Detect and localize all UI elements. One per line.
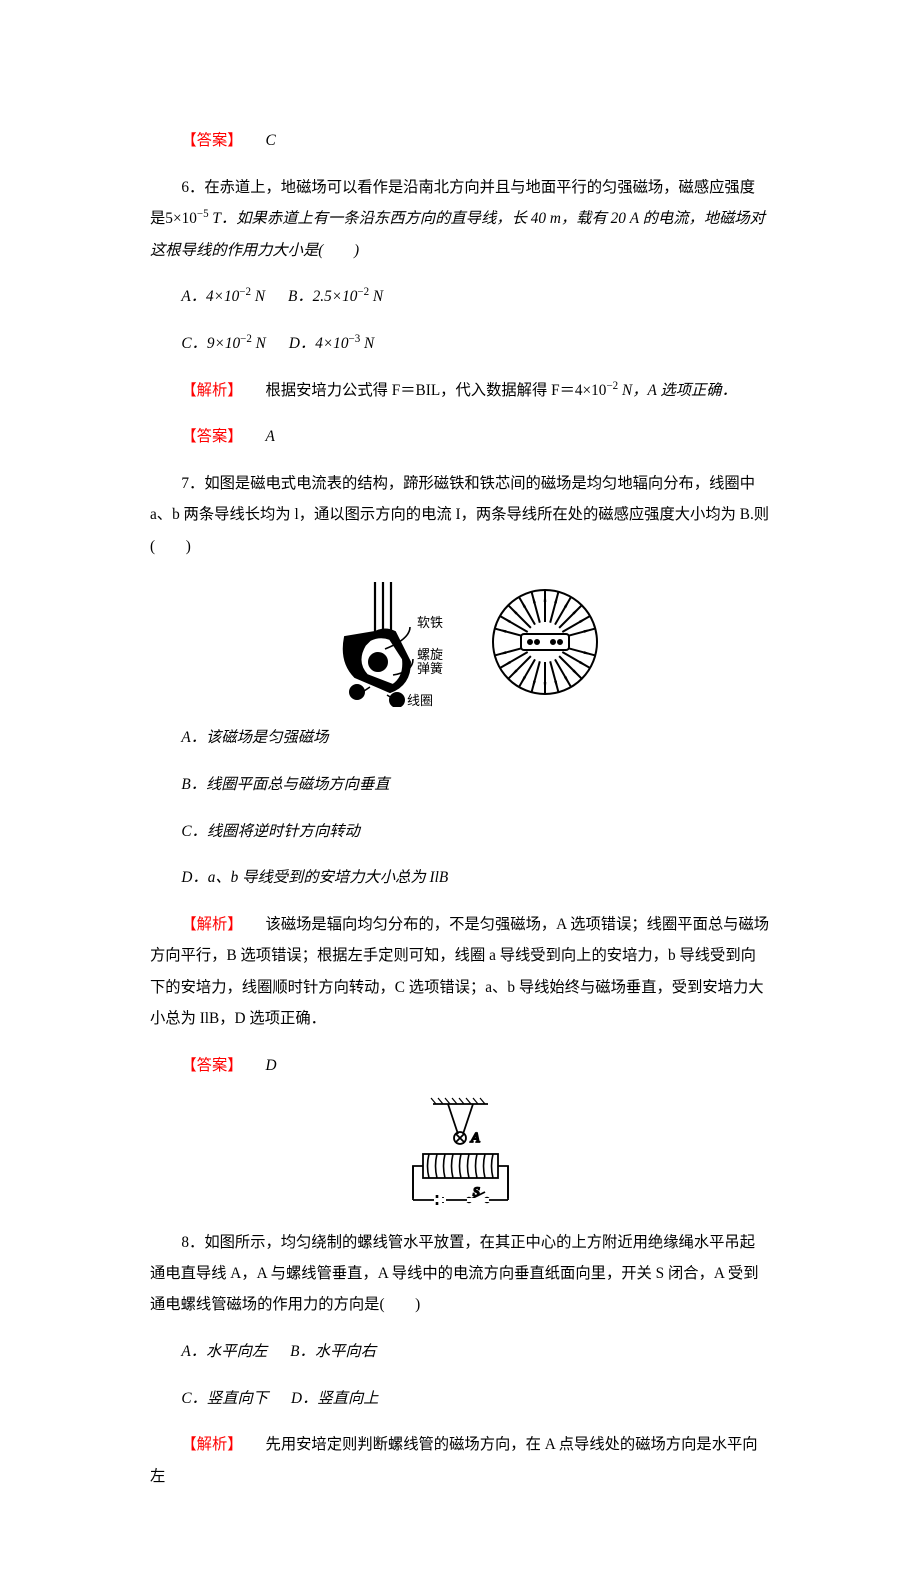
q8-options-cd: C．竖直向下 D．竖直向上: [150, 1383, 770, 1414]
analysis-label: 【解析】: [181, 382, 242, 399]
analysis-label: 【解析】: [181, 916, 242, 933]
q-text: 如图所示，均匀绕制的螺线管水平放置，在其正中心的上方附近用绝缘绳水平吊起通电直导…: [150, 1234, 759, 1314]
q-number: 7．: [181, 475, 204, 492]
q7-figures: 软铁 螺旋 弹簧 线圈: [150, 577, 770, 707]
question-6-stem: 6．在赤道上，地磁场可以看作是沿南北方向并且与地面平行的匀强磁场，磁感应强度是5…: [150, 172, 770, 266]
option-b: B．水平向右: [290, 1343, 376, 1360]
answer-value: D: [266, 1057, 277, 1074]
q8-figure: A: [150, 1096, 770, 1211]
answer-5: 【答案】 C: [150, 125, 770, 156]
option-a: A．水平向左: [181, 1343, 267, 1360]
option-b: B．2.5×10: [288, 288, 357, 305]
q7-analysis: 【解析】 该磁场是辐向均匀分布的，不是匀强磁场，A 选项错误；线圈平面总与磁场方…: [150, 909, 770, 1034]
answer-value: C: [266, 132, 276, 149]
q-text: m，载有 20: [550, 210, 630, 227]
q-number: 8．: [181, 1234, 204, 1251]
q-text: 如图是磁电式电流表的结构，蹄形磁铁和铁芯间的磁场是均匀地辐向分布，线圈中 a、b…: [150, 475, 769, 555]
answer-label: 【答案】: [181, 1057, 242, 1074]
question-7-stem: 7．如图是磁电式电流表的结构，蹄形磁铁和铁芯间的磁场是均匀地辐向分布，线圈中 a…: [150, 468, 770, 562]
q7-option-c: C．线圈将逆时针方向转动: [150, 816, 770, 847]
option-d: D．竖直向上: [291, 1390, 379, 1407]
q6-options-cd: C．9×10−2 N D．4×10−3 N: [150, 328, 770, 359]
figure-label: 弹簧: [417, 661, 443, 676]
analysis-text: 根据安培力公式得 F＝BIL，代入数据解得 F＝4×10: [266, 382, 607, 399]
q-text: T．如果赤道上有一条沿东西方向的直导线，长 40: [209, 210, 550, 227]
q6-answer: 【答案】 A: [150, 421, 770, 452]
document-page: 【答案】 C 6．在赤道上，地磁场可以看作是沿南北方向并且与地面平行的匀强磁场，…: [0, 0, 920, 1587]
figure-label: 软铁: [417, 615, 443, 630]
q8-options-ab: A．水平向左 B．水平向右: [150, 1336, 770, 1367]
galvanometer-figure-icon: 软铁 螺旋 弹簧 线圈: [315, 577, 465, 707]
q-number: 6．: [181, 179, 204, 196]
figure-label-a: A: [470, 1131, 480, 1146]
q7-answer: 【答案】 D: [150, 1050, 770, 1081]
analysis-text: 该磁场是辐向均匀分布的，不是匀强磁场，A 选项错误；线圈平面总与磁场方向平行，B…: [150, 916, 769, 1027]
option-a: A．4×10: [181, 288, 239, 305]
figure-label: 螺旋: [417, 647, 443, 662]
analysis-label: 【解析】: [181, 1436, 242, 1453]
solenoid-figure-icon: A: [403, 1096, 518, 1211]
question-8-stem: 8．如图所示，均匀绕制的螺线管水平放置，在其正中心的上方附近用绝缘绳水平吊起通电…: [150, 1227, 770, 1321]
q7-option-b: B．线圈平面总与磁场方向垂直: [150, 769, 770, 800]
figure-label-s: S: [473, 1184, 480, 1199]
q7-option-d: D．a、b 导线受到的安培力大小总为 IlB: [150, 862, 770, 893]
q6-analysis: 【解析】 根据安培力公式得 F＝BIL，代入数据解得 F＝4×10−2 N，A …: [150, 375, 770, 406]
q8-analysis: 【解析】 先用安培定则判断螺线管的磁场方向，在 A 点导线处的磁场方向是水平向左: [150, 1429, 770, 1492]
q7-option-a: A．该磁场是匀强磁场: [150, 722, 770, 753]
exponent: −5: [197, 208, 209, 220]
q6-options-ab: A．4×10−2 N B．2.5×10−2 N: [150, 281, 770, 312]
radial-field-figure-icon: [485, 582, 605, 702]
answer-label: 【答案】: [181, 132, 242, 149]
option-d: D．4×10: [289, 335, 349, 352]
figure-label: 线圈: [407, 693, 433, 707]
answer-value: A: [266, 428, 275, 445]
option-c: C．9×10: [181, 335, 240, 352]
option-c: C．竖直向下: [181, 1390, 268, 1407]
answer-label: 【答案】: [181, 428, 242, 445]
